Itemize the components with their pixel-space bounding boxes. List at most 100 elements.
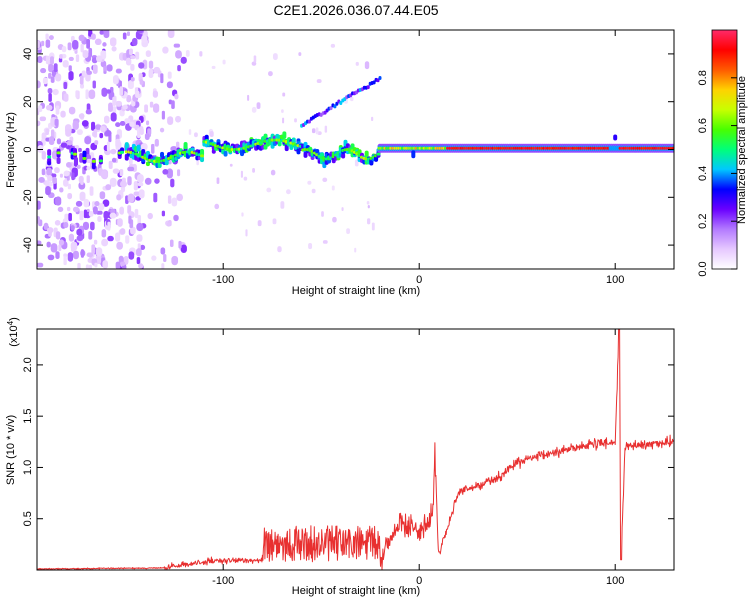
spectrogram-cell — [63, 253, 68, 258]
spectrogram-cell — [135, 90, 140, 99]
spectrogram-cell — [45, 55, 50, 65]
spectrogram-cell — [92, 131, 97, 137]
spectrogram-cell — [171, 197, 178, 207]
spectrogram-cell — [59, 54, 63, 59]
spectrogram-cell — [37, 55, 43, 64]
spectrogram-cell — [324, 125, 328, 133]
spectrogram-cell — [72, 120, 79, 130]
spectrogram-cell — [73, 156, 79, 167]
spectrogram-cell — [136, 30, 144, 34]
spectrogram-cell — [91, 164, 96, 170]
spectrogram-cell — [315, 149, 320, 154]
spectrogram-cell — [222, 59, 226, 65]
colorbar-ticks: 0.0 0.2 0.4 0.6 0.8 — [697, 70, 737, 277]
spectrogram-cell — [70, 245, 75, 252]
figure-title: C2E1.2026.036.07.44.E05 — [273, 2, 438, 18]
spectrogram-cell — [59, 173, 63, 178]
spectrogram-cell — [126, 94, 132, 103]
spectrogram-cell — [37, 216, 40, 224]
spectrogram-cell — [85, 109, 92, 115]
spectrogram-cell — [47, 174, 53, 182]
x-tick-label: 0 — [416, 575, 422, 587]
spectrogram-cell — [68, 106, 76, 115]
spectrogram-cell — [67, 252, 74, 262]
spectrogram-cell — [92, 80, 96, 89]
spectrogram-cell — [106, 141, 110, 152]
spectrogram-cell — [168, 99, 173, 105]
spectrogram-cell — [119, 261, 126, 266]
spectrogram-cell — [120, 150, 125, 154]
spectrogram-cell — [134, 208, 139, 219]
spectrogram-cell — [90, 33, 96, 40]
spectrogram-cell — [130, 226, 136, 235]
spectrogram-cell — [52, 88, 59, 96]
spectrogram-cell — [127, 193, 135, 203]
spectrogram-cell — [42, 77, 48, 85]
spectrogram-cell — [133, 181, 138, 191]
spectrogram-cell — [64, 213, 69, 220]
spectrogram-cell — [130, 77, 135, 82]
spectrogram-cell — [136, 234, 143, 243]
spectrogram-cell — [257, 220, 262, 227]
spectrogram-cell — [45, 128, 49, 136]
spectrogram-cell — [147, 212, 153, 220]
spectrogram-cell — [119, 228, 126, 235]
spectrogram-cell — [81, 120, 89, 127]
spectrogram-cell — [270, 169, 276, 176]
spectrogram-cell — [303, 151, 308, 158]
spectrogram-cell — [176, 141, 180, 149]
spectrogram-cell — [152, 90, 159, 98]
spectrogram-cell — [37, 200, 41, 210]
spectrogram-cell — [37, 120, 41, 127]
spectrogram-cell — [110, 112, 117, 122]
spectrogram-cell — [72, 250, 79, 260]
spectrogram-cell — [119, 168, 124, 177]
spectrogram-cell — [46, 167, 53, 176]
spectrogram-cell — [85, 73, 91, 82]
spectrogram-cell — [95, 247, 103, 257]
spectrogram-cell — [82, 221, 90, 231]
spectrogram-cell — [82, 157, 87, 161]
spectrogram-cell — [109, 212, 117, 219]
spectrogram-cell — [106, 64, 113, 72]
spectrogram-cell — [52, 176, 57, 184]
spectrogram-cell — [73, 152, 78, 156]
spectrogram-cell — [129, 48, 133, 56]
spectrogram-cell — [115, 261, 121, 269]
spectrogram-cell — [54, 220, 61, 226]
spectrogram-cell — [88, 230, 93, 240]
spectrogram-cell — [136, 248, 142, 257]
spectrogram-cell — [104, 130, 112, 137]
spectrogram-cell — [127, 166, 135, 172]
spectrogram-cell — [286, 189, 291, 195]
spectrogram-cell — [119, 121, 126, 126]
spectrogram-cell — [148, 69, 154, 79]
colorbar-tick-label: 0.6 — [697, 118, 709, 133]
spectrogram-cell — [79, 152, 83, 163]
spectrogram-cell — [130, 55, 136, 60]
spectrogram-cell — [144, 104, 149, 113]
spectrogram-cell — [200, 148, 205, 156]
spectrogram-cell — [38, 177, 45, 183]
spectrogram-cell — [117, 218, 123, 227]
spectrogram-cell — [119, 206, 124, 215]
spectrogram-cell — [123, 256, 129, 264]
spectrogram-cell — [378, 75, 382, 80]
spectrogram-cell — [153, 192, 158, 203]
spectrogram-cell — [307, 180, 312, 185]
y-tick-label: 2.0 — [22, 357, 34, 372]
spectrogram-cell — [196, 159, 199, 166]
spectrogram-cell — [66, 206, 71, 212]
spectrogram-cell — [136, 222, 144, 232]
spectrogram-cell — [364, 61, 370, 70]
spectrogram-cell — [341, 152, 346, 159]
spectrogram-cell — [136, 257, 141, 265]
spectrogram-cell — [40, 67, 47, 74]
spectrogram-panel: -100 0 100 -40 -20 0 20 40 Height of straight l… — [5, 29, 675, 297]
colorbar-label: Normalized spectral amplitude — [736, 76, 748, 224]
spectrogram-cell — [282, 92, 286, 97]
spectrogram-cell — [128, 156, 133, 165]
spectrogram-cell — [91, 244, 96, 254]
spectrogram-cell — [137, 182, 144, 187]
spectrogram-cell — [76, 129, 83, 135]
